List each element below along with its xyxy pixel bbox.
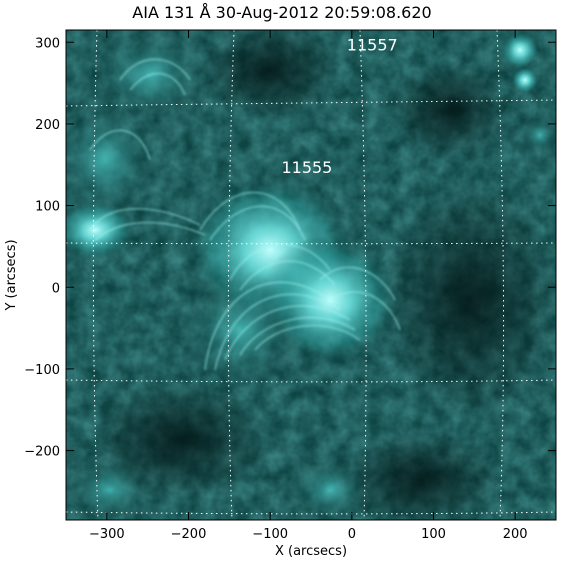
x-tick-label: −200	[171, 527, 207, 542]
active-region-label: 11555	[281, 158, 332, 177]
y-tick-label: 100	[35, 200, 60, 215]
x-tick-label: −300	[89, 527, 125, 542]
x-tick-label: 200	[503, 527, 528, 542]
y-tick-label: −100	[24, 363, 60, 378]
y-axis-label: Y (arcsecs)	[4, 239, 19, 311]
y-tick-label: 0	[52, 281, 60, 296]
x-axis: −300 −200 −100 0 100 200	[89, 30, 528, 542]
x-tick-label: −100	[252, 527, 288, 542]
y-tick-label: 300	[35, 36, 60, 51]
y-tick-label: 200	[35, 118, 60, 133]
active-region-label: 11557	[347, 35, 398, 54]
image-title: AIA 131 Å 30-Aug-2012 20:59:08.620	[132, 3, 432, 22]
x-tick-label: 0	[348, 527, 356, 542]
x-axis-label: X (arcsecs)	[275, 544, 347, 559]
y-tick-label: −200	[24, 445, 60, 460]
y-axis: −200 −100 0 100 200 300	[24, 36, 556, 460]
plot-frame	[65, 29, 557, 521]
x-tick-label: 100	[421, 527, 446, 542]
active-region-labels: 11557 11555	[281, 35, 397, 177]
solar-image	[66, 30, 556, 520]
